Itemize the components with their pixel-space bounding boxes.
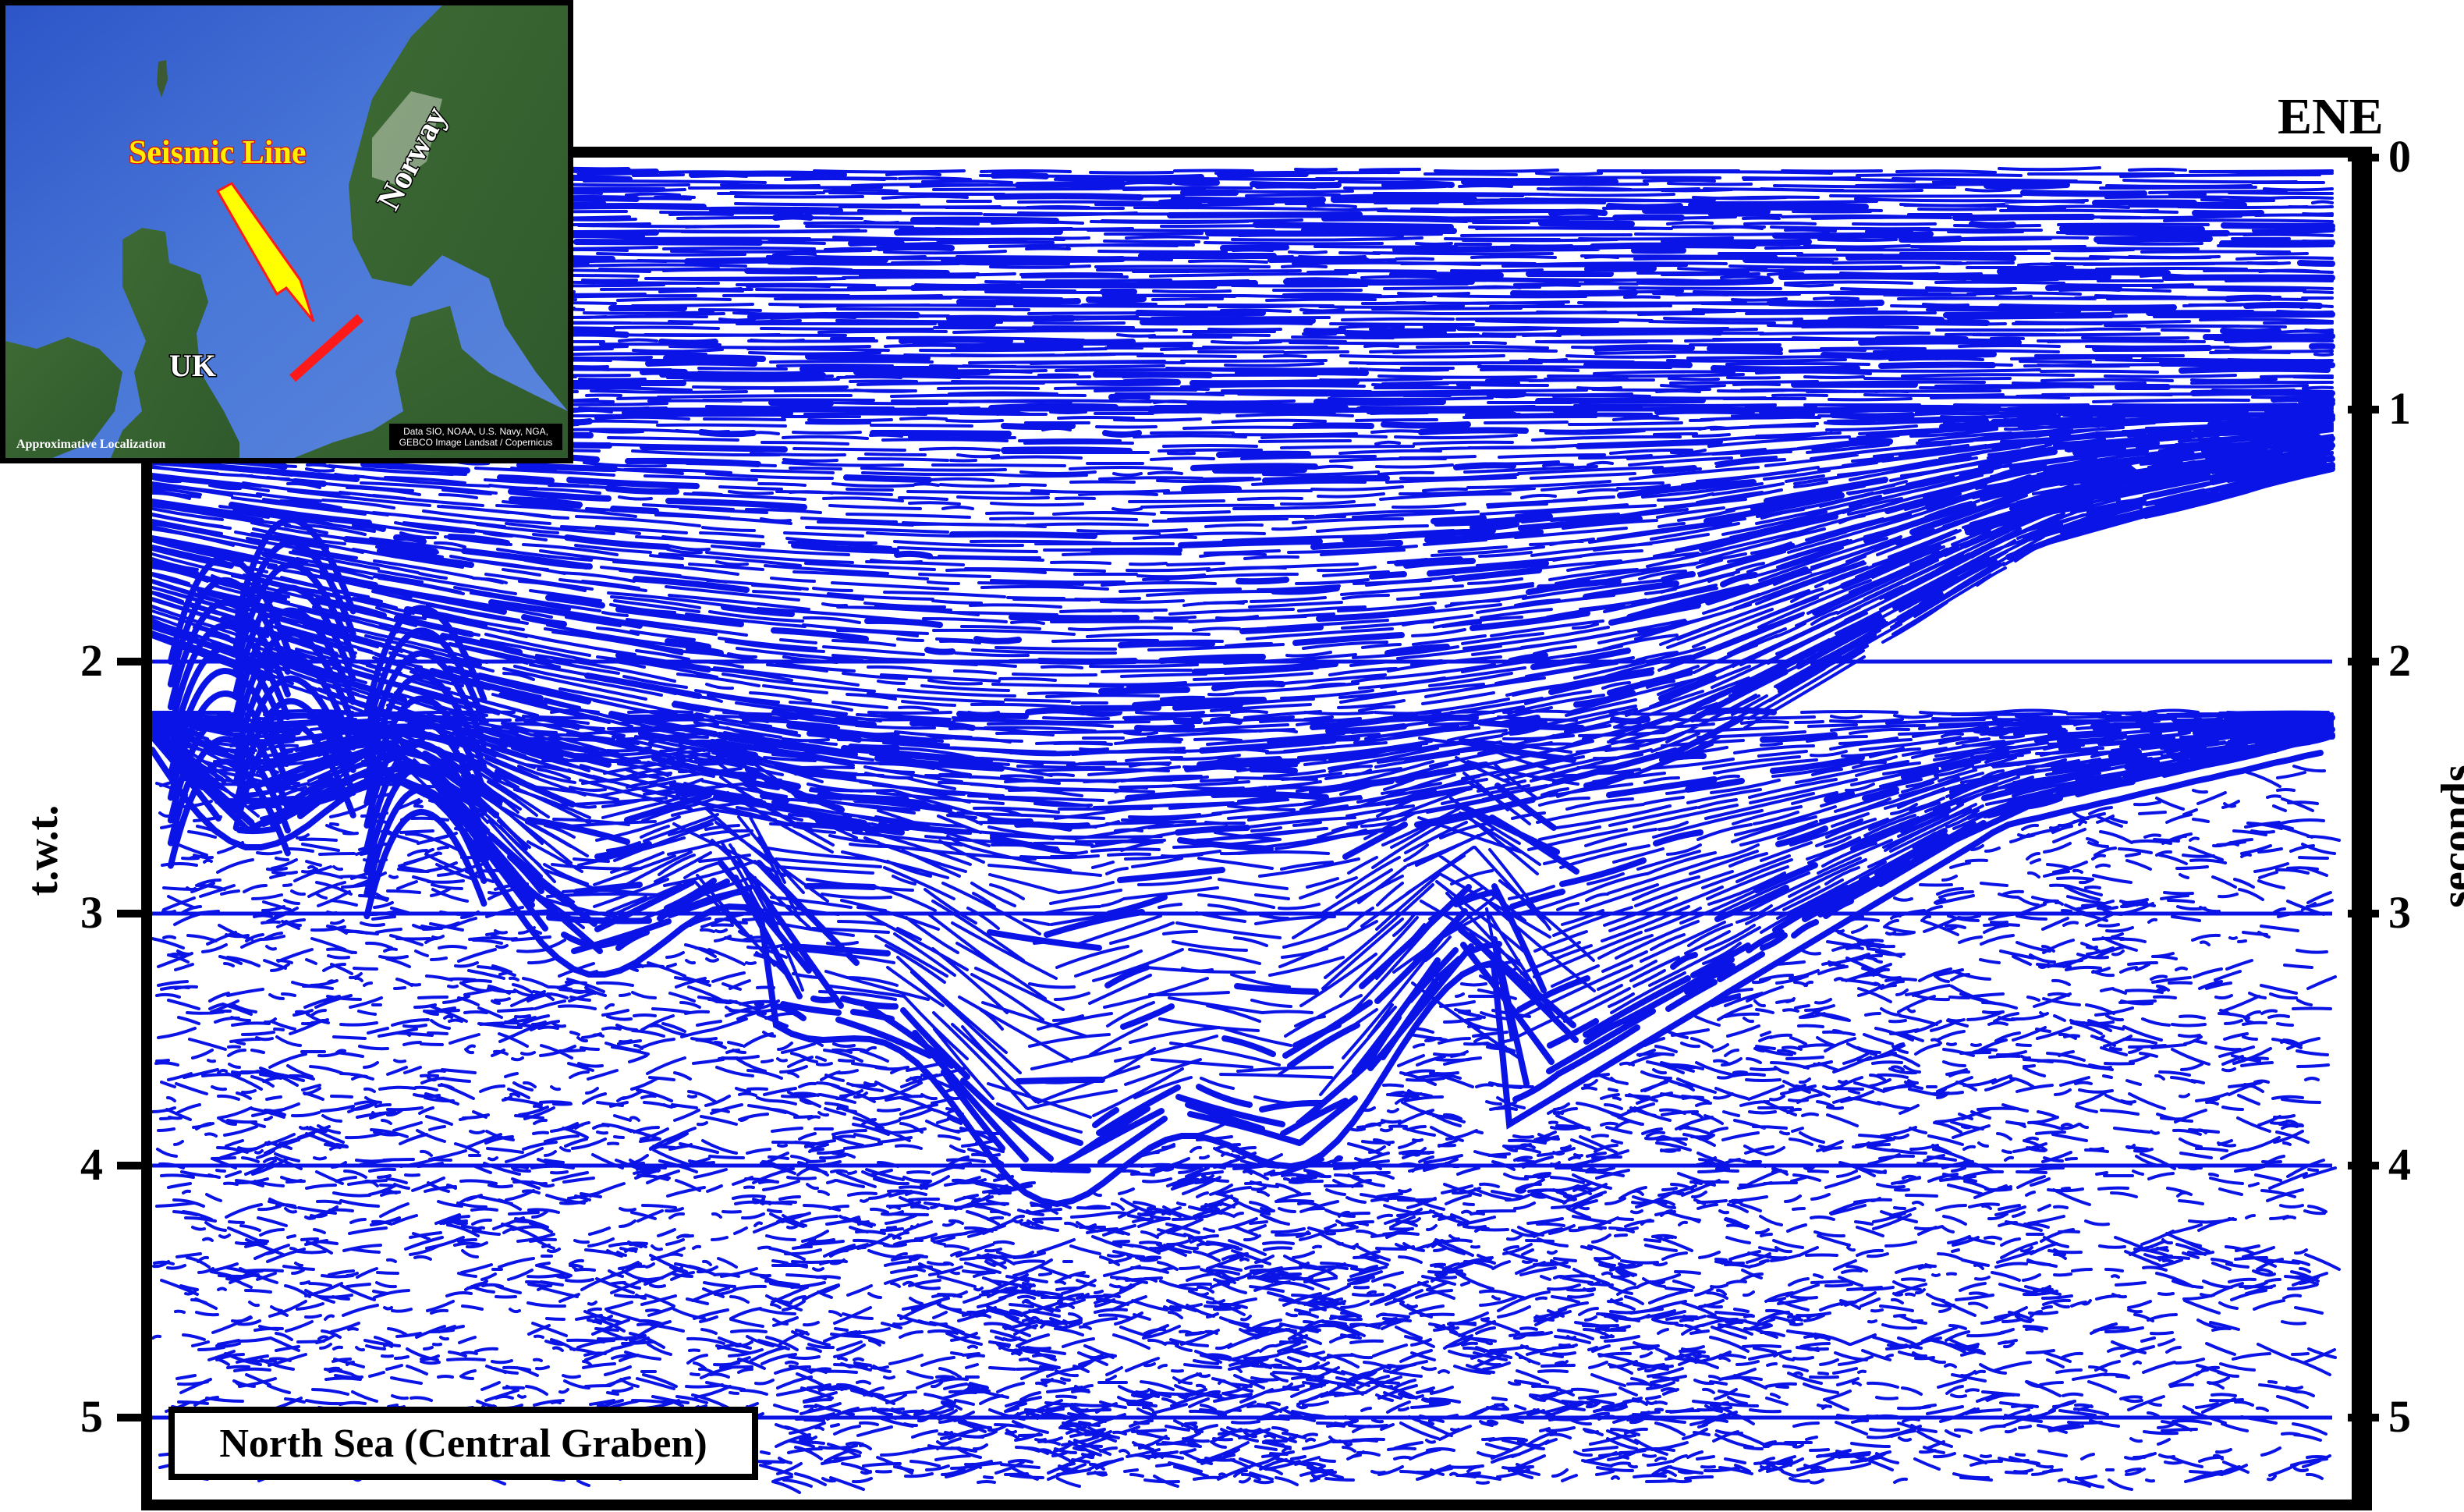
left-axis-title: t.w.t. (19, 804, 67, 896)
seismic-line-label: Seismic Line (129, 135, 307, 171)
right-tick-label: 4 (2388, 1139, 2411, 1190)
attribution: Data SIO, NOAA, U.S. Navy, NGA, GEBCO Im… (389, 424, 562, 450)
seismic-noise (151, 765, 2341, 1494)
snow-mountains (372, 91, 442, 185)
left-tick-label: 4 (80, 1139, 103, 1190)
seismic-line-marker (289, 314, 364, 382)
left-tick-label: 2 (80, 635, 103, 686)
right-tick-label: 0 (2388, 131, 2411, 182)
right-tick-label: 3 (2388, 887, 2411, 938)
section-title: North Sea (Central Graben) (168, 1407, 758, 1480)
arrow-icon (215, 182, 315, 322)
denmark-germany (294, 306, 568, 458)
section-frame (141, 147, 2372, 1510)
uk-label: UK (169, 348, 216, 383)
right-tick-label: 2 (2388, 635, 2411, 686)
ireland (5, 337, 122, 458)
left-tick-label: 5 (80, 1391, 103, 1442)
strong-reflectors (149, 166, 2335, 1208)
localization-note: Approximative Localization (16, 438, 165, 451)
location-map-inset: Seismic Line Norway UK Approximative Loc… (0, 0, 573, 463)
right-axis-title: seconds (2433, 765, 2464, 908)
shetland (157, 60, 168, 98)
right-tick-label: 1 (2388, 383, 2411, 434)
great-britain (111, 228, 239, 458)
right-tick-label: 5 (2388, 1391, 2411, 1442)
left-tick-label: 3 (80, 887, 103, 938)
direction-label: ENE (2278, 88, 2384, 145)
